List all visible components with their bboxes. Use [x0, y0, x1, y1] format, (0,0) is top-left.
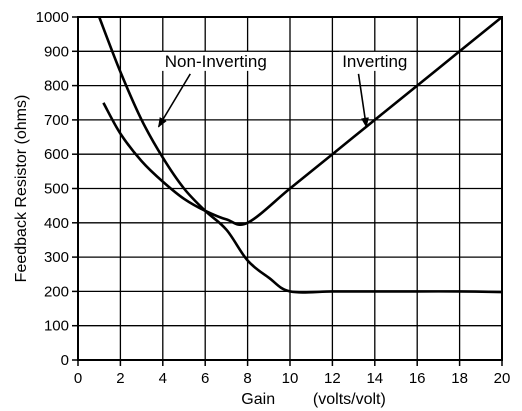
series-lines — [97, 15, 503, 294]
y-tick-label: 800 — [44, 78, 69, 95]
annotation-background-non-inverting — [161, 51, 270, 71]
y-tick-label: 300 — [44, 249, 69, 266]
y-tick-label: 900 — [44, 43, 69, 60]
x-tick-label: 20 — [494, 370, 511, 387]
x-tick-label: 8 — [243, 370, 251, 387]
annotations: Non-Inverting Inverting — [157, 51, 411, 128]
x-tick-label: 14 — [366, 370, 383, 387]
series-line-non-inverting — [97, 16, 503, 294]
annotation-arrow-inverting — [357, 73, 369, 128]
series-line-inverting — [102, 15, 503, 226]
x-tick-label: 16 — [409, 370, 426, 387]
y-tick-label: 700 — [44, 112, 69, 129]
y-axis-label: Feedback Resistor (ohms) — [13, 95, 30, 283]
x-tick-label: 0 — [74, 370, 82, 387]
x-axis-label: Gain — [241, 391, 275, 408]
y-tick-label: 100 — [44, 318, 69, 335]
y-tick-label: 500 — [44, 181, 69, 198]
y-tick-label: 0 — [61, 352, 69, 369]
y-tick-label: 200 — [44, 283, 69, 300]
x-tick-label: 4 — [159, 370, 167, 387]
x-axis-unit-label: (volts/volt) — [313, 391, 386, 408]
tick-labels: 0 2 4 6 8 10 12 14 16 18 2001002003004005006007008… — [36, 9, 511, 387]
annotation-arrow-non-inverting — [157, 73, 191, 128]
y-tick-label: 1000 — [36, 9, 69, 26]
x-tick-label: 12 — [324, 370, 341, 387]
annotation-background-inverting — [339, 51, 411, 71]
annotation-inverting: Inverting — [342, 52, 407, 71]
y-tick-label: 600 — [44, 146, 69, 163]
x-tick-label: 10 — [282, 370, 299, 387]
x-tick-label: 6 — [201, 370, 209, 387]
y-tick-label: 400 — [44, 215, 69, 232]
annotation-non-inverting: Non-Inverting — [165, 52, 267, 71]
x-tick-label: 2 — [116, 370, 124, 387]
x-tick-label: 18 — [451, 370, 468, 387]
